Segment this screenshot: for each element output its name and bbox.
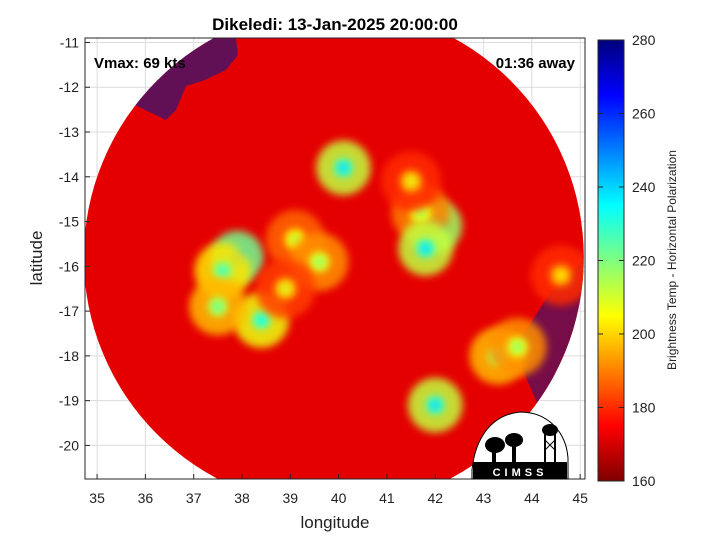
colorbar-tick-label: 260 [632,106,656,122]
y-tick-label: -17 [59,303,79,319]
x-tick-label: 41 [379,490,395,506]
x-tick-label: 42 [427,490,443,506]
feature-core [213,301,223,312]
feature-core [290,234,300,245]
x-tick-label: 37 [186,490,202,506]
feature-core [280,283,291,294]
x-tick-label: 36 [138,490,154,506]
convective-features [85,38,584,440]
feature-core [421,244,430,253]
colorbar-tick-label: 240 [632,179,656,195]
distance-annotation: 01:36 away [496,55,576,72]
y-tick-label: -19 [59,393,79,409]
colorbar-tick-label: 280 [632,32,656,48]
y-tick-label: -14 [59,169,79,185]
colorbar-tick-label: 200 [632,326,656,342]
y-axis-label: latitude [27,231,46,286]
feature-core [555,270,566,281]
x-axis-ticks: 35 36 37 38 39 40 41 42 43 44 45 [89,474,588,506]
y-tick-label: -11 [60,34,79,50]
feature-core [339,163,348,173]
colorbar-tick-label: 180 [632,400,656,416]
feature-core [256,315,266,325]
y-tick-label: -18 [59,348,79,364]
x-tick-label: 38 [234,490,250,506]
y-tick-label: -20 [59,437,79,453]
y-tick-label: -16 [59,258,79,274]
colorbar-ticks: 280 260 240 220 200 180 160 [598,32,656,489]
feature-core [314,257,325,267]
cimss-logo: CIMSS [471,411,569,480]
x-tick-label: 44 [524,490,540,506]
x-axis-label: longitude [300,513,369,532]
y-tick-label: -12 [59,79,79,95]
feature-core [512,342,523,352]
y-axis-ticks: -11 -12 -13 -14 -15 -16 -17 -18 -19 -20 [59,34,90,453]
feature-core [406,176,417,187]
x-tick-label: 39 [283,490,299,506]
x-tick-label: 45 [572,490,588,506]
x-tick-label: 40 [331,490,347,506]
colorbar-tick-label: 220 [632,253,656,269]
x-tick-label: 35 [89,490,105,506]
feature-core [430,400,440,410]
colorbar-tick-label: 160 [632,473,656,489]
y-tick-label: -15 [59,214,79,230]
y-tick-label: -13 [59,124,79,140]
scan-swath [85,38,584,479]
cimss-logo-text: CIMSS [493,467,548,479]
colorbar-label: Brightness Temp - Horizontal Polarizatio… [665,150,679,370]
feature-core [218,266,228,276]
chart-title: Dikeledi: 13-Jan-2025 20:00:00 [212,15,458,34]
vmax-annotation: Vmax: 69 kts [94,55,186,72]
x-tick-label: 43 [476,490,492,506]
axes-box [84,37,586,480]
